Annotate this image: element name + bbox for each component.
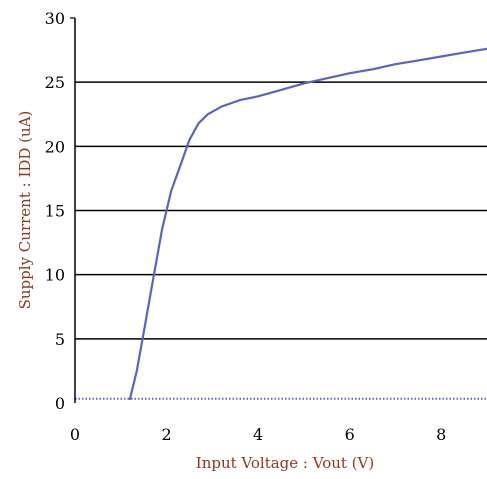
x-tick-label-4: 4: [253, 425, 263, 444]
x-tick-label-2: 2: [161, 425, 171, 444]
x-tick-label-0: 0: [70, 425, 80, 444]
y-tick-label-15: 15: [45, 202, 65, 221]
axes: [70, 17, 76, 403]
plot-area: [75, 47, 487, 401]
y-tick-label-25: 25: [45, 73, 65, 92]
tick-labels: 0 5 10 15 20 25 30 0 2 4 6 8: [45, 9, 447, 444]
y-tick-label-0: 0: [55, 394, 65, 413]
y-tick-label-20: 20: [45, 137, 65, 156]
x-tick-label-8: 8: [436, 425, 446, 444]
y-tick-label-30: 30: [45, 9, 65, 28]
y-tick-label-5: 5: [55, 330, 65, 349]
x-axis-label: Input Voltage : Vout (V): [196, 454, 374, 472]
series-line-0: [128, 47, 487, 401]
y-axis-label: Supply Current : IDD (uA): [16, 111, 34, 310]
y-tick-label-10: 10: [45, 266, 65, 285]
x-tick-label-6: 6: [345, 425, 355, 444]
gridlines: [75, 81, 487, 340]
